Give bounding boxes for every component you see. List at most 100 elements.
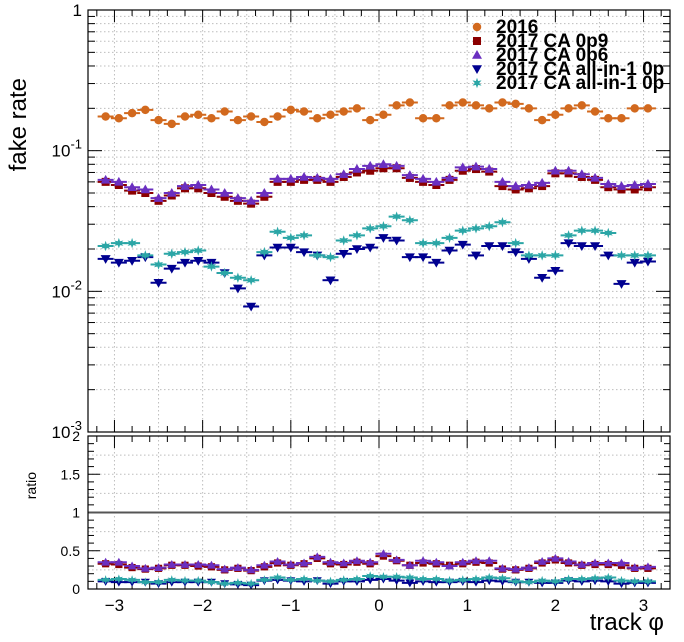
ratio-point <box>313 575 322 586</box>
ratio-point <box>630 576 639 587</box>
ratio-point <box>471 574 481 584</box>
main-series <box>97 98 656 312</box>
ratio-panel: 0 0.5 1 1.5 2 −3 −2 −1 0 1 2 3 <box>61 428 671 615</box>
ratio-point <box>141 577 150 587</box>
ratio-point <box>419 574 428 584</box>
data-point <box>351 164 362 173</box>
data-point <box>458 98 468 107</box>
data-point <box>193 245 203 256</box>
ratio-point <box>299 574 309 584</box>
data-point <box>471 161 481 171</box>
legend-item: 2017 CA 0p6 <box>472 45 608 66</box>
data-point <box>590 172 601 182</box>
x-tick-label: −1 <box>281 596 300 615</box>
ratio-y-tick-label: 2 <box>72 428 80 444</box>
data-point <box>603 178 614 188</box>
data-point <box>352 104 362 113</box>
ratio-point <box>339 558 349 567</box>
data-point <box>325 173 336 183</box>
data-point <box>471 223 481 234</box>
ratio-point <box>220 564 230 573</box>
ratio-point <box>511 564 521 573</box>
legend-item: 2016 <box>472 17 538 38</box>
ratio-point <box>617 558 626 567</box>
data-point <box>193 256 204 266</box>
ratio-point <box>590 558 600 567</box>
ratio-point <box>604 572 613 583</box>
data-point <box>365 243 376 253</box>
data-point <box>312 250 322 261</box>
legend-item: 2017 CA all-in-1 0p <box>472 73 664 94</box>
data-point <box>604 114 613 123</box>
data-point <box>498 98 507 107</box>
ratio-point <box>220 578 229 589</box>
ratio-point <box>511 576 520 587</box>
data-point <box>260 117 269 127</box>
data-point <box>233 272 243 283</box>
main-grid <box>88 10 670 433</box>
data-point <box>550 267 561 276</box>
x-tick-label: 0 <box>374 596 383 615</box>
data-point <box>365 160 376 170</box>
data-point <box>114 237 124 249</box>
ratio-point <box>471 556 481 565</box>
data-point <box>285 173 296 183</box>
legend-label: 2016 <box>496 17 538 38</box>
data-point <box>617 114 626 123</box>
ratio-point <box>366 571 375 581</box>
ratio-point <box>352 556 362 565</box>
data-point <box>246 274 256 286</box>
ratio-point <box>206 560 216 569</box>
data-point <box>431 176 442 186</box>
data-point <box>577 225 587 236</box>
data-point <box>285 243 296 253</box>
ratio-point <box>260 575 269 585</box>
ratio-point <box>405 560 415 569</box>
data-point <box>630 104 639 113</box>
ratio-point <box>194 575 203 586</box>
ratio-point <box>326 557 335 566</box>
data-point <box>220 107 229 116</box>
data-point <box>432 114 441 123</box>
ratio-point <box>299 558 309 567</box>
data-point <box>193 180 204 189</box>
data-point <box>232 193 243 202</box>
data-point <box>590 242 601 252</box>
main-panel: 1 10-1 10-2 10-3 <box>52 1 671 442</box>
data-point <box>232 284 243 294</box>
legend-marker <box>473 37 481 45</box>
ratio-y-tick-label: 1 <box>72 505 80 521</box>
legend-marker <box>472 65 482 74</box>
data-point <box>207 114 216 123</box>
data-point <box>141 105 150 115</box>
data-point <box>339 235 349 246</box>
data-point <box>392 211 402 222</box>
x-tick-label: −3 <box>105 596 124 615</box>
data-point <box>511 237 521 249</box>
ratio-point <box>114 557 124 566</box>
data-point <box>537 115 547 125</box>
data-point <box>498 182 507 191</box>
data-point <box>537 177 548 187</box>
data-point <box>365 223 375 234</box>
data-point <box>325 251 336 263</box>
ratio-point <box>497 563 507 572</box>
ratio-point <box>233 563 243 571</box>
main-ticks <box>88 10 670 433</box>
x-axis-title: track φ <box>590 609 664 636</box>
data-point <box>642 178 653 188</box>
data-point <box>272 243 283 253</box>
ratio-point <box>128 575 137 585</box>
data-point <box>457 240 468 250</box>
ratio-point <box>273 572 282 583</box>
data-point <box>643 250 653 261</box>
data-point <box>630 250 640 261</box>
ratio-y-tick-label: 0.5 <box>61 543 81 559</box>
main-frame <box>87 9 671 433</box>
data-point <box>563 239 574 249</box>
data-point <box>630 185 639 194</box>
main-y-tick-label: 1 <box>73 1 82 20</box>
ratio-point <box>392 572 401 582</box>
ratio-point <box>246 565 256 574</box>
